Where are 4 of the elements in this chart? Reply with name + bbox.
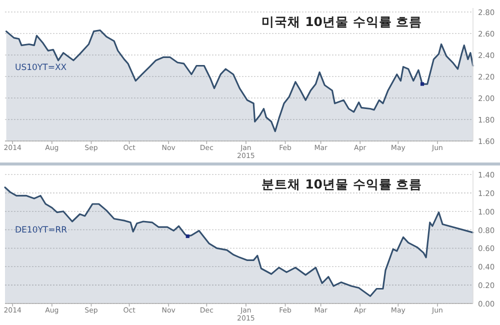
series-label: DE10YT=RR — [15, 226, 68, 236]
chart-title: 미국채 10년물 수익률 흐름 — [262, 14, 422, 29]
series-label: US10YT=XX — [15, 63, 67, 74]
chart-title: 분트채 10년물 수익률 흐름 — [262, 176, 422, 192]
